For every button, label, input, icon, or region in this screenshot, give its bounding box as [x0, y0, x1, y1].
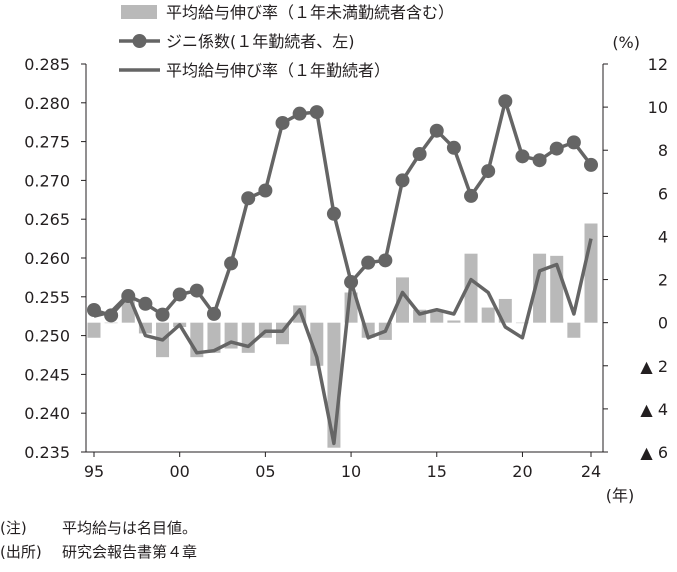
bar — [515, 322, 529, 324]
gini-point — [549, 141, 564, 156]
gini-point — [429, 123, 444, 138]
bar — [447, 320, 461, 323]
legend-label-wage: 平均給与伸び率（１年勤続者） — [166, 61, 390, 80]
left-tick-label: 0.240 — [24, 404, 70, 423]
gini-point — [532, 153, 547, 168]
bar — [395, 277, 409, 323]
gini-point — [189, 283, 204, 298]
note-row: (出所) 研究会報告書第４章 — [0, 540, 197, 564]
bar — [207, 322, 221, 353]
gini-point — [584, 157, 598, 172]
bar — [584, 223, 598, 323]
legend-swatch-bar — [121, 5, 157, 19]
right-tick-label: 6 — [658, 184, 668, 203]
gini-point — [446, 140, 461, 155]
bar — [430, 309, 444, 323]
gini-point — [326, 206, 341, 221]
left-tick-label: 0.235 — [24, 443, 70, 462]
legend-label-gini: ジニ係数(１年勤続者、左) — [166, 32, 355, 51]
gini-point — [87, 302, 101, 317]
gini-point — [344, 275, 359, 290]
bar — [481, 307, 495, 323]
notes: (注) 平均給与は名目値。 (出所) 研究会報告書第４章 — [0, 516, 197, 564]
gini-point — [292, 106, 307, 121]
note-text: 平均給与は名目値。 — [62, 519, 198, 537]
chart-svg: 0.285 0.280 0.275 0.270 0.265 0.260 0.255 0.250… — [24, 3, 668, 505]
left-tick-label: 0.280 — [24, 94, 70, 113]
gini-point — [172, 287, 187, 302]
gini-point — [395, 173, 410, 188]
gini-point — [498, 94, 513, 109]
right-tick-label: 8 — [658, 141, 668, 160]
note-row: (注) 平均給与は名目値。 — [0, 516, 197, 540]
note-text: 研究会報告書第４章 — [62, 543, 198, 561]
left-tick-label: 0.245 — [24, 365, 70, 384]
wage-growth-line — [93, 238, 593, 446]
gini-point — [361, 255, 376, 270]
right-tick-label: 0 — [658, 314, 668, 333]
x-tick-label: 05 — [255, 462, 275, 481]
left-tick-label: 0.285 — [24, 55, 70, 74]
bar — [310, 322, 324, 366]
bar — [241, 322, 255, 353]
gini-point — [515, 149, 530, 164]
right-tick-label: 10 — [648, 98, 668, 117]
gini-point — [155, 307, 170, 322]
right-tick-label: ▲ 4 — [640, 400, 668, 419]
left-tick-label: 0.265 — [24, 210, 70, 229]
right-tick-label: 4 — [658, 227, 668, 246]
right-tick-label: ▲ 6 — [640, 443, 668, 462]
left-tick-label: 0.270 — [24, 171, 70, 190]
gini-point — [275, 115, 290, 130]
x-tick-label: 00 — [170, 462, 190, 481]
x-tick-label: 20 — [512, 462, 532, 481]
gini-point — [412, 147, 427, 162]
bar — [567, 322, 581, 338]
gini-point — [566, 135, 581, 150]
left-tick-label: 0.275 — [24, 133, 70, 152]
gini-point — [309, 105, 324, 120]
x-tick-label: 24 — [581, 462, 601, 481]
right-tick-label: 12 — [648, 55, 668, 74]
gini-point — [138, 296, 153, 311]
x-tick-label: 15 — [427, 462, 447, 481]
gini-point — [464, 188, 479, 203]
gini-point — [481, 164, 496, 179]
legend-swatch-gini-marker — [132, 34, 147, 48]
gini-point — [378, 253, 393, 268]
x-tick-label: 10 — [341, 462, 361, 481]
gini-point — [104, 308, 119, 323]
left-tick-label: 0.255 — [24, 288, 70, 307]
right-axis-unit: (%) — [612, 33, 640, 52]
bar — [87, 322, 101, 338]
left-tick-label: 0.250 — [24, 327, 70, 346]
bar — [138, 322, 152, 334]
right-tick-label: 2 — [658, 271, 668, 290]
gini-point — [258, 183, 273, 198]
gini-point — [206, 306, 221, 321]
gini-point — [241, 191, 256, 206]
x-tick-label: 95 — [84, 462, 104, 481]
x-axis-unit: (年) — [606, 486, 635, 505]
note-label: (注) — [0, 519, 27, 537]
gini-point — [224, 256, 239, 271]
left-tick-label: 0.260 — [24, 249, 70, 268]
right-tick-label: ▲ 2 — [640, 357, 668, 376]
bar — [104, 322, 118, 324]
gini-line — [93, 99, 593, 318]
legend-label-bar: 平均給与伸び率（１年未満勤続者含む） — [166, 3, 454, 22]
gini-point — [121, 289, 136, 304]
bar — [464, 253, 478, 323]
note-label: (出所) — [0, 543, 42, 561]
